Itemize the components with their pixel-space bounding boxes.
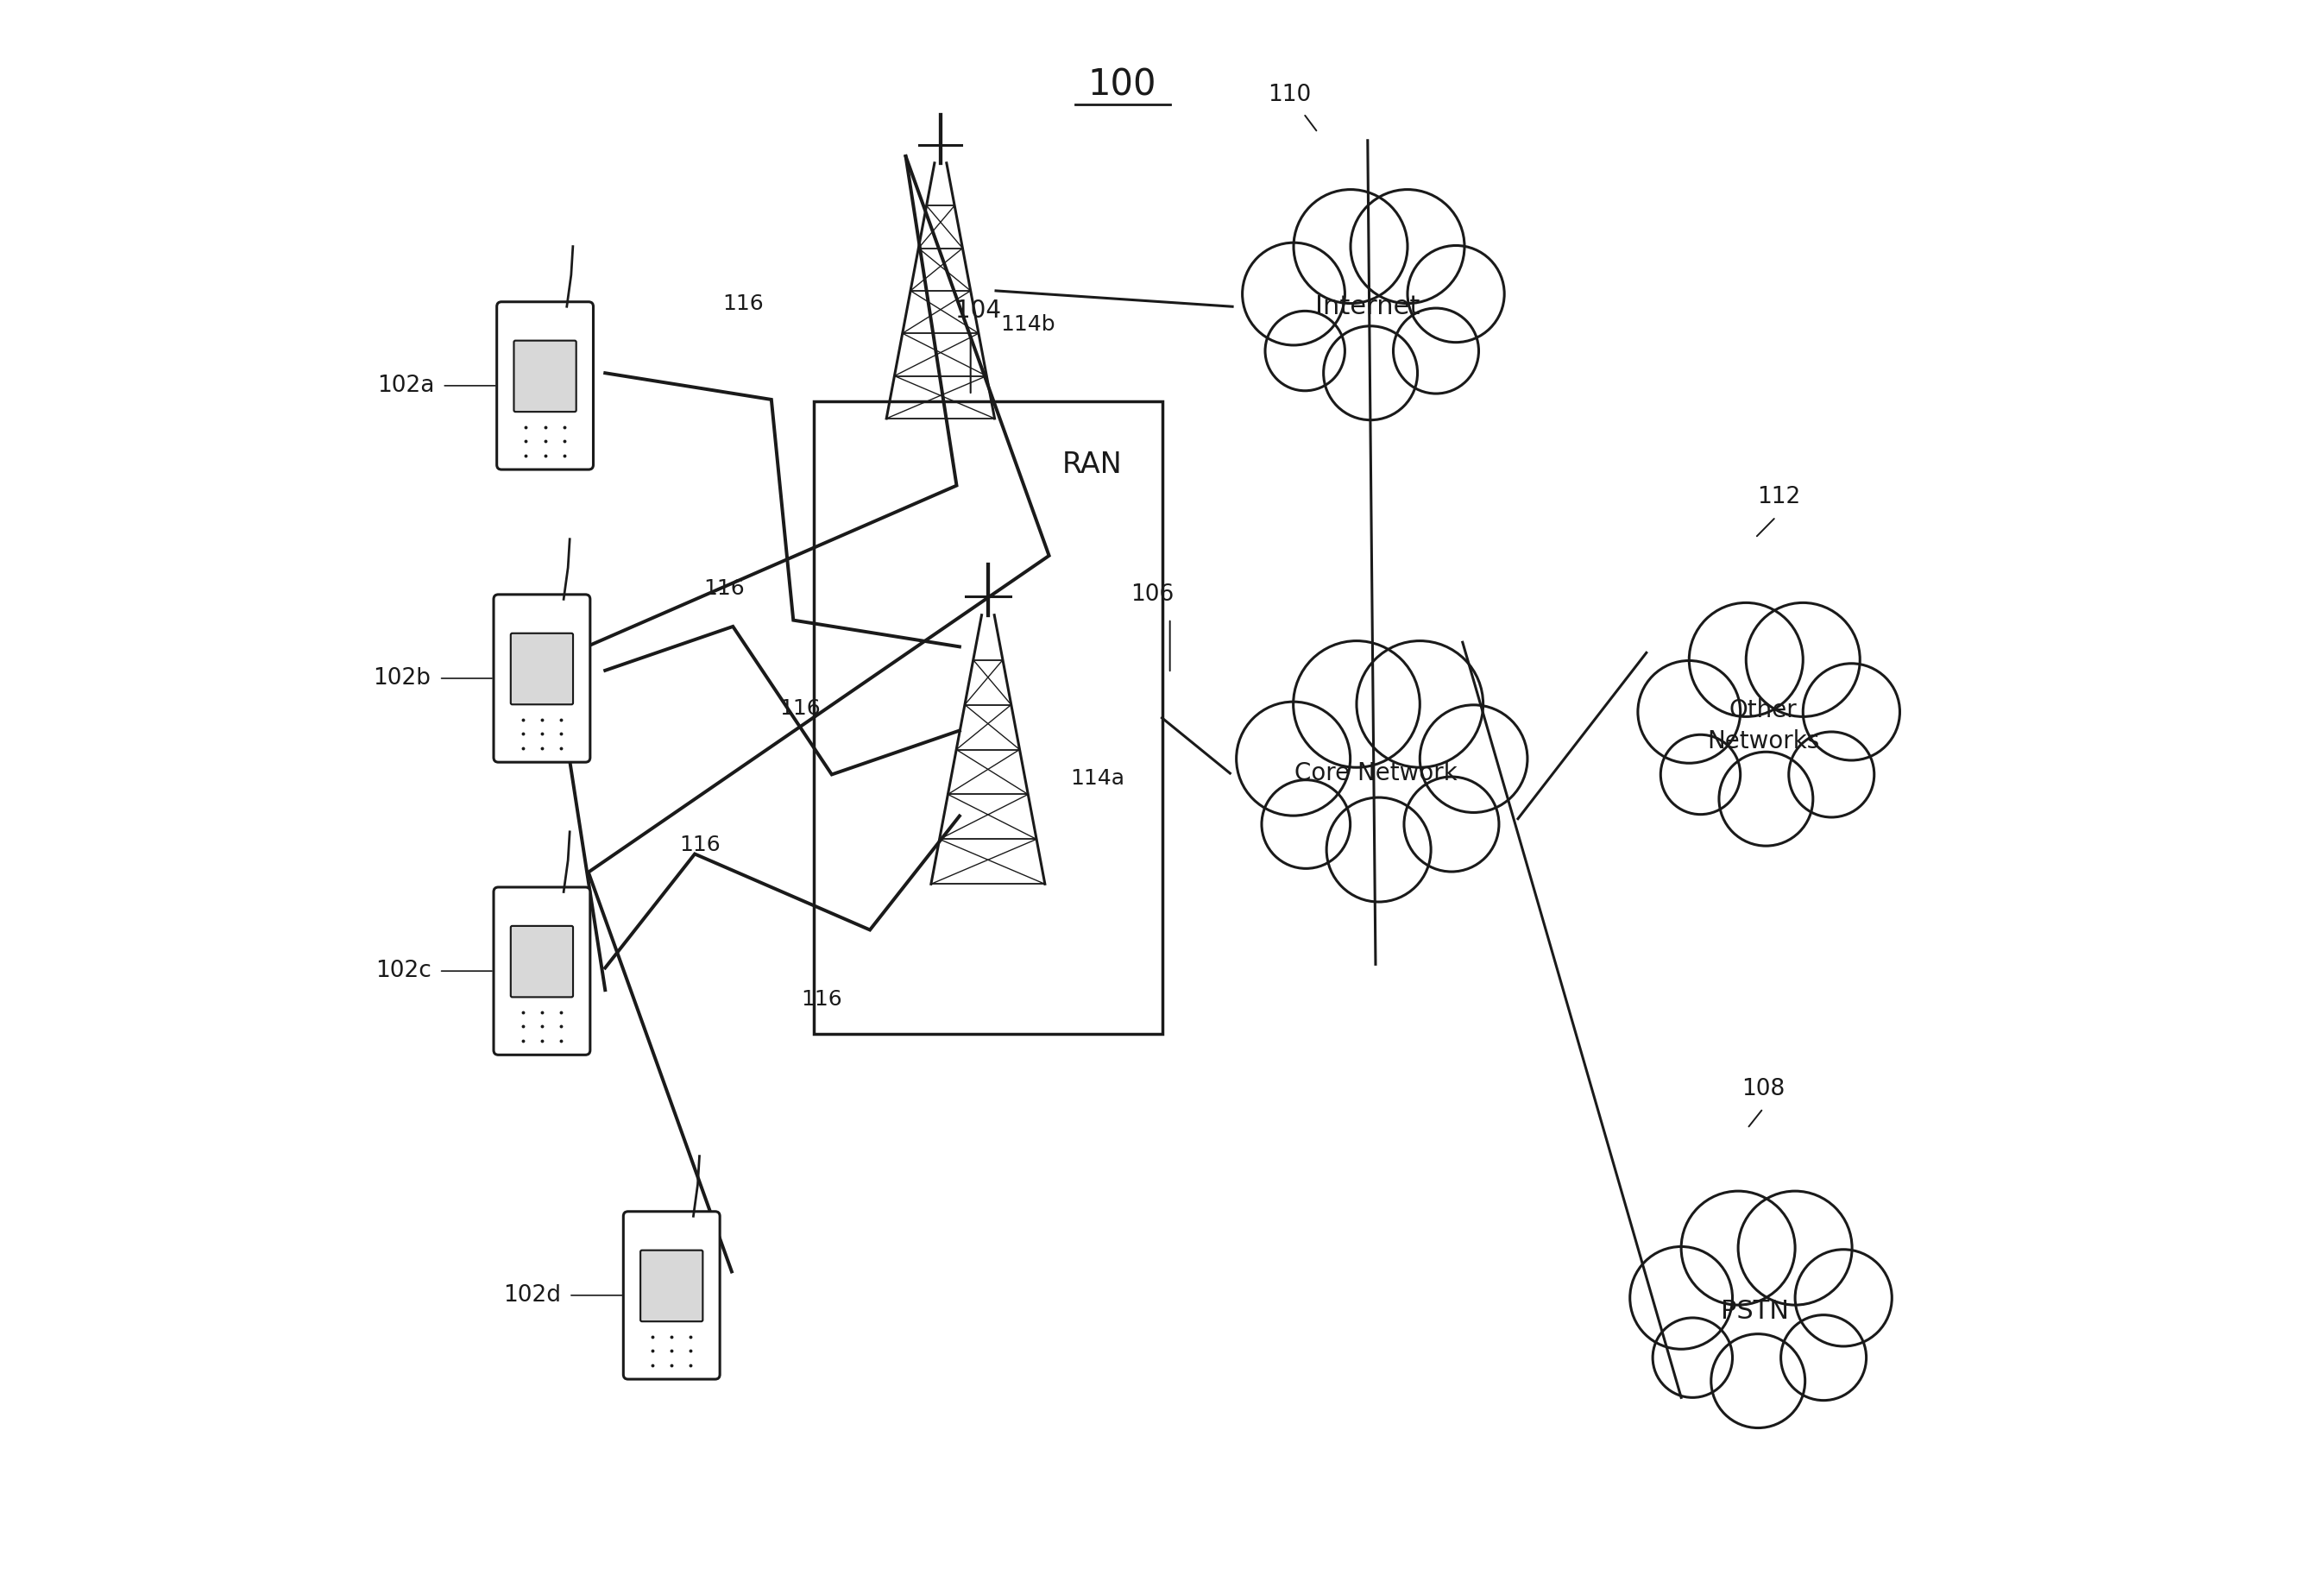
Text: 114b: 114b [1002, 314, 1055, 335]
Text: 102d: 102d [502, 1285, 560, 1307]
Circle shape [1680, 1191, 1794, 1305]
Text: 116: 116 [704, 579, 744, 599]
Circle shape [1780, 1315, 1866, 1401]
FancyBboxPatch shape [493, 595, 590, 762]
Text: Internet: Internet [1315, 293, 1420, 319]
Text: 102c: 102c [374, 960, 432, 982]
Circle shape [1738, 1191, 1852, 1305]
Circle shape [1322, 327, 1418, 419]
FancyBboxPatch shape [514, 341, 576, 411]
Circle shape [1662, 735, 1741, 815]
Text: 116: 116 [779, 698, 820, 719]
Circle shape [1357, 641, 1483, 767]
Circle shape [1652, 1318, 1731, 1398]
Circle shape [1745, 603, 1859, 717]
FancyBboxPatch shape [623, 1211, 720, 1379]
Text: 116: 116 [723, 293, 762, 314]
Text: 102b: 102b [374, 668, 432, 690]
Text: 106: 106 [1129, 583, 1174, 606]
Circle shape [1236, 701, 1350, 816]
Text: 108: 108 [1741, 1078, 1785, 1100]
Text: 116: 116 [802, 990, 844, 1011]
Circle shape [1789, 732, 1873, 818]
Circle shape [1638, 660, 1741, 764]
Text: 116: 116 [679, 834, 720, 854]
Text: Other
Networks: Other Networks [1706, 698, 1820, 754]
Circle shape [1327, 797, 1432, 902]
Circle shape [1294, 190, 1408, 303]
Text: 110: 110 [1267, 83, 1311, 107]
Bar [813, 402, 1162, 1035]
Text: 100: 100 [1088, 67, 1157, 104]
Circle shape [1720, 752, 1813, 846]
Circle shape [1803, 663, 1899, 760]
FancyBboxPatch shape [511, 633, 574, 705]
Circle shape [1629, 1247, 1731, 1349]
Circle shape [1394, 308, 1478, 394]
Text: Core Network: Core Network [1294, 762, 1457, 786]
Text: RAN: RAN [1062, 451, 1122, 480]
Circle shape [1292, 641, 1420, 767]
Text: 102a: 102a [376, 375, 435, 397]
Circle shape [1404, 776, 1499, 872]
FancyBboxPatch shape [497, 301, 593, 470]
Circle shape [1408, 245, 1504, 343]
Text: 114a: 114a [1071, 768, 1125, 789]
FancyBboxPatch shape [641, 1250, 702, 1321]
Circle shape [1690, 603, 1803, 717]
Text: PSTN: PSTN [1722, 1299, 1789, 1323]
FancyBboxPatch shape [493, 888, 590, 1055]
Circle shape [1420, 705, 1527, 813]
Circle shape [1264, 311, 1346, 391]
Circle shape [1710, 1334, 1806, 1428]
FancyBboxPatch shape [511, 926, 574, 998]
Circle shape [1262, 779, 1350, 869]
Circle shape [1243, 242, 1346, 346]
Text: 104: 104 [955, 298, 1002, 322]
Text: 112: 112 [1757, 486, 1801, 508]
Circle shape [1350, 190, 1464, 303]
Circle shape [1794, 1250, 1892, 1347]
